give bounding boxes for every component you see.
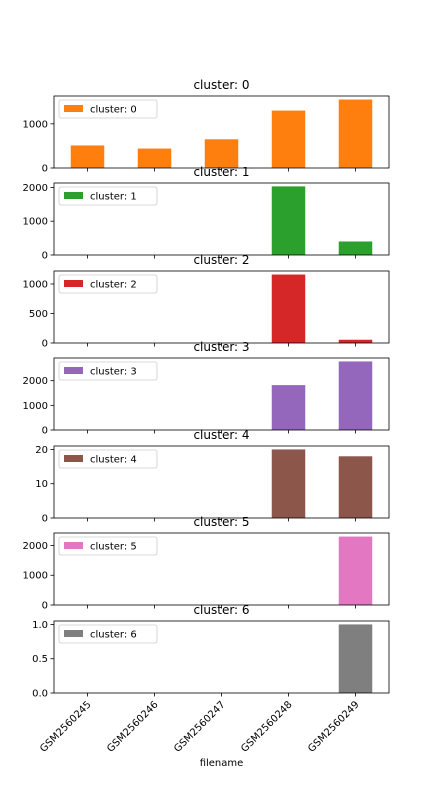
- subplot-title: cluster: 3: [193, 340, 249, 354]
- bar-GSM2560249: [338, 361, 373, 430]
- bar-GSM2560249: [338, 339, 373, 343]
- legend-swatch: [64, 280, 83, 287]
- subplot-title: cluster: 2: [193, 253, 249, 267]
- legend-swatch: [64, 630, 83, 637]
- y-tick-label: 2000: [23, 183, 48, 194]
- subplot-1: cluster: 1 0 1000 2000 cluster: 1: [23, 165, 390, 262]
- bar-GSM2560248: [271, 449, 306, 518]
- y-tick-label: 1000: [23, 571, 48, 582]
- bar-GSM2560249: [338, 241, 373, 255]
- y-tick-label: 1000: [23, 119, 48, 130]
- bar-GSM2560248: [271, 186, 306, 255]
- bar-GSM2560248: [271, 274, 306, 343]
- legend-label: cluster: 4: [90, 455, 137, 466]
- bar-GSM2560249: [338, 99, 373, 168]
- legend-label: cluster: 3: [90, 367, 137, 378]
- bar-GSM2560248: [271, 110, 306, 168]
- y-tick-label: 0: [42, 514, 48, 525]
- subplot-2: cluster: 2 0 500 1000 cluster: 2: [23, 253, 390, 350]
- legend: cluster: 0: [58, 99, 158, 119]
- y-tick-label: 500: [29, 309, 48, 320]
- subplot-4: cluster: 4 0 10 20 cluster: 4: [35, 428, 390, 525]
- bar-GSM2560247: [204, 139, 239, 168]
- y-tick-label: 1000: [23, 279, 48, 290]
- y-tick-label: 0: [42, 164, 48, 175]
- y-tick-label: 10: [35, 479, 48, 490]
- subplot-title: cluster: 6: [193, 603, 249, 617]
- legend-box: [58, 274, 158, 294]
- legend-box: [58, 186, 158, 206]
- subplot-5: cluster: 5 0 1000 2000 cluster: 5: [23, 515, 390, 612]
- y-tick-label: 0: [42, 426, 48, 437]
- legend-box: [58, 624, 158, 644]
- bar-GSM2560249: [338, 624, 373, 693]
- x-tick-label-GSM2560246: GSM2560246: [105, 699, 160, 754]
- y-tick-label: 1000: [23, 217, 48, 228]
- legend-label: cluster: 1: [90, 192, 137, 203]
- legend-label: cluster: 0: [90, 105, 137, 116]
- bar-GSM2560249: [338, 536, 373, 605]
- legend-swatch: [64, 455, 83, 462]
- y-tick-label: 0: [42, 339, 48, 350]
- y-tick-label: 20: [35, 445, 48, 456]
- legend: cluster: 5: [58, 536, 158, 556]
- subplot-6: cluster: 6 0.0 0.5 1.0 cluster: 6: [32, 603, 390, 700]
- y-tick-label: 0: [42, 601, 48, 612]
- legend-box: [58, 361, 158, 381]
- legend: cluster: 6: [58, 624, 158, 644]
- y-tick-label: 0.0: [32, 689, 48, 700]
- bar-GSM2560249: [338, 456, 373, 518]
- x-tick-label-GSM2560245: GSM2560245: [38, 699, 93, 754]
- bar-GSM2560245: [70, 145, 105, 168]
- legend: cluster: 4: [58, 449, 158, 469]
- legend-label: cluster: 6: [90, 630, 137, 641]
- legend: cluster: 3: [58, 361, 158, 381]
- legend: cluster: 2: [58, 274, 158, 294]
- legend-box: [58, 449, 158, 469]
- y-tick-label: 0.5: [32, 654, 48, 665]
- legend-label: cluster: 5: [90, 542, 137, 553]
- bar-GSM2560248: [271, 385, 306, 430]
- legend-label: cluster: 2: [90, 280, 137, 291]
- x-tick-label-GSM2560249: GSM2560249: [306, 699, 361, 754]
- legend-box: [58, 99, 158, 119]
- y-tick-label: 0: [42, 251, 48, 262]
- legend: cluster: 1: [58, 186, 158, 206]
- legend-swatch: [64, 542, 83, 549]
- y-tick-label: 1.0: [32, 620, 48, 631]
- y-tick-label: 2000: [23, 376, 48, 387]
- bar-GSM2560246: [137, 148, 172, 168]
- legend-box: [58, 536, 158, 556]
- y-tick-label: 2000: [23, 541, 48, 552]
- subplot-title: cluster: 4: [193, 428, 249, 442]
- subplot-0: cluster: 0 0 1000 cluster: 0: [23, 78, 390, 175]
- x-axis-label: filename: [200, 758, 244, 769]
- subplot-title: cluster: 0: [193, 78, 249, 92]
- x-tick-label-GSM2560247: GSM2560247: [172, 699, 227, 754]
- subplot-title: cluster: 5: [193, 515, 249, 529]
- subplot-3: cluster: 3 0 1000 2000 cluster: 3: [23, 340, 390, 437]
- x-tick-label-GSM2560248: GSM2560248: [239, 699, 294, 754]
- legend-swatch: [64, 192, 83, 199]
- subplot-title: cluster: 1: [193, 165, 249, 179]
- legend-swatch: [64, 367, 83, 374]
- y-tick-label: 1000: [23, 401, 48, 412]
- legend-swatch: [64, 105, 83, 112]
